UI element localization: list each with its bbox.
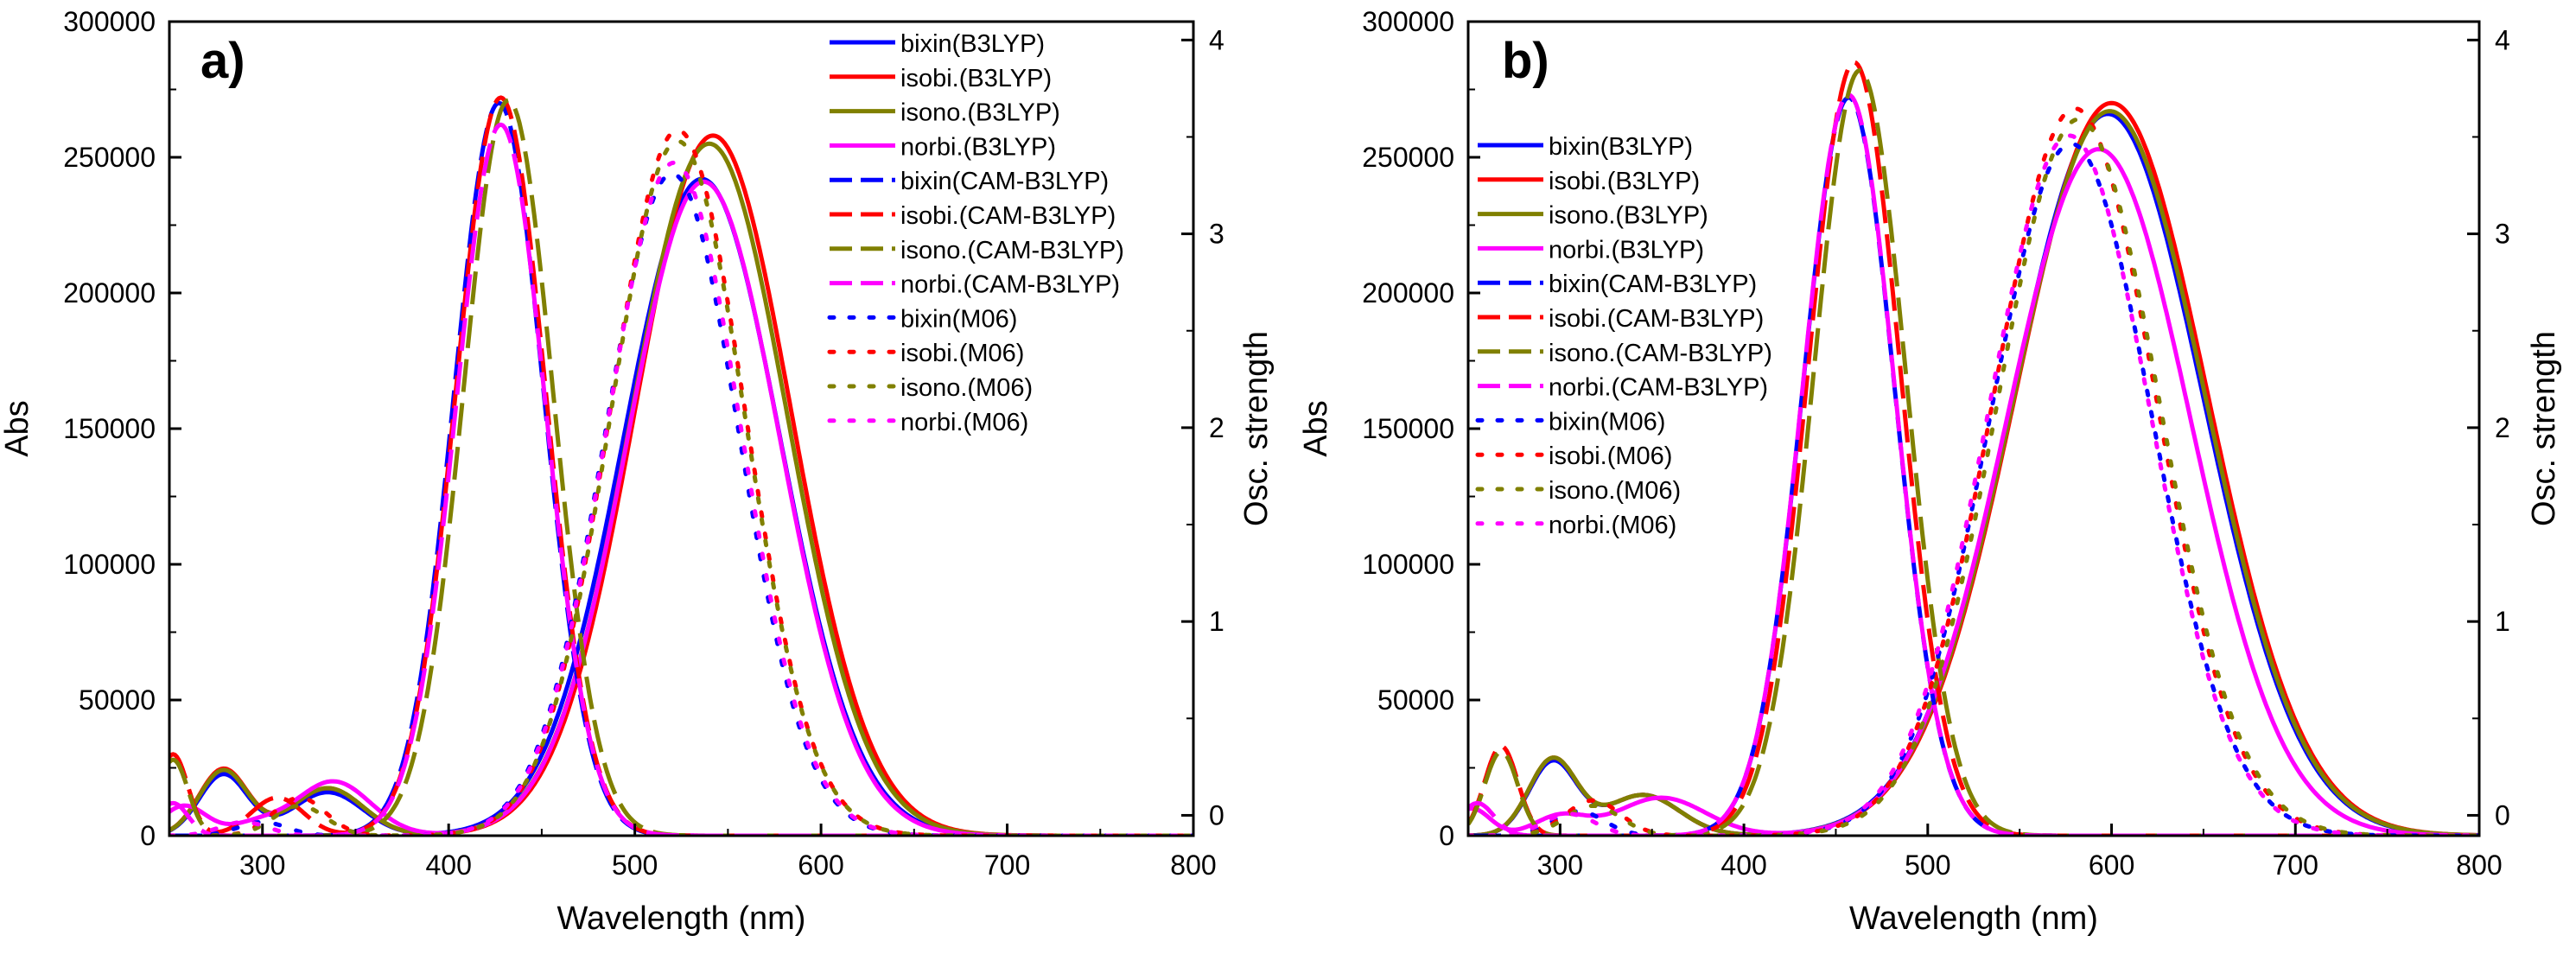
y2-tick-label: 1 xyxy=(1209,606,1224,637)
y2-tick-label: 3 xyxy=(2495,219,2510,250)
legend-label: norbi.(M06) xyxy=(1549,512,1676,539)
y2-tick-label: 0 xyxy=(2495,799,2510,830)
legend-label: norbi.(M06) xyxy=(900,409,1028,436)
y-tick-label: 150000 xyxy=(1362,413,1454,444)
series-group xyxy=(1469,60,2478,835)
series-line-norbi.(B3LYP) xyxy=(1469,147,2478,835)
x-tick-label: 300 xyxy=(1537,850,1583,881)
x-tick-label: 300 xyxy=(239,850,285,881)
legend-label: isono.(M06) xyxy=(900,374,1033,402)
y2-tick-label: 2 xyxy=(2495,412,2510,443)
legend-label: bixin(M06) xyxy=(1549,408,1665,436)
x-tick-label: 400 xyxy=(1721,850,1766,881)
legend: bixin(B3LYP) isobi.(B3LYP) isono.(B3LYP) no… xyxy=(1475,133,1772,539)
x-tick-label: 600 xyxy=(2089,850,2134,881)
x-tick-label: 600 xyxy=(798,850,843,881)
legend: bixin(B3LYP) isobi.(B3LYP) isono.(B3LYP) no… xyxy=(827,30,1124,436)
series-line-norbi.(B3LYP) xyxy=(170,179,1193,835)
x-axis-label: Wavelength (nm) xyxy=(557,900,806,937)
y-tick-label: 200000 xyxy=(1362,277,1454,309)
y-tick-label: 300000 xyxy=(1362,6,1454,37)
y-tick-label: 200000 xyxy=(63,277,156,309)
y-tick-label: 150000 xyxy=(63,413,156,444)
y-axis-label: Abs xyxy=(0,400,35,456)
y2-tick-label: 4 xyxy=(2495,24,2510,55)
y-tick-label: 0 xyxy=(140,820,156,851)
legend-label: bixin(CAM-B3LYP) xyxy=(900,168,1109,195)
legend-label: isobi.(B3LYP) xyxy=(1549,168,1700,195)
y-axis-label: Abs xyxy=(1298,400,1334,456)
legend-label: norbi.(CAM-B3LYP) xyxy=(900,271,1120,299)
y-tick-label: 50000 xyxy=(79,684,156,716)
series-line-isono.(CAM-B3LYP) xyxy=(1469,68,2478,835)
x-tick-label: 500 xyxy=(1905,850,1950,881)
y-tick-label: 100000 xyxy=(63,549,156,580)
legend-label: isobi.(B3LYP) xyxy=(900,65,1052,92)
legend-label: isobi.(M06) xyxy=(900,340,1024,367)
series-line-bixin(M06) xyxy=(170,171,1193,835)
x-tick-label: 700 xyxy=(2273,850,2318,881)
x-tick-label: 800 xyxy=(1170,850,1216,881)
y2-tick-label: 2 xyxy=(1209,412,1224,443)
legend-label: isono.(B3LYP) xyxy=(1549,202,1708,230)
y2-tick-label: 0 xyxy=(1209,799,1224,830)
legend-label: norbi.(CAM-B3LYP) xyxy=(1549,374,1768,402)
legend-label: isono.(CAM-B3LYP) xyxy=(900,237,1124,264)
y-tick-label: 50000 xyxy=(1377,684,1454,716)
legend-label: bixin(B3LYP) xyxy=(900,30,1045,58)
y2-tick-label: 1 xyxy=(2495,606,2510,637)
series-line-norbi.(CAM-B3LYP) xyxy=(1469,92,2478,835)
panel-label: a) xyxy=(200,33,245,89)
x-tick-label: 400 xyxy=(425,850,471,881)
y-tick-label: 250000 xyxy=(63,142,156,173)
legend-label: norbi.(B3LYP) xyxy=(900,133,1056,161)
panel-label: b) xyxy=(1502,33,1549,89)
legend-label: bixin(B3LYP) xyxy=(1549,133,1693,161)
panel-a: 300 400 500 600 700 800 Wavelength (nm) 0 50000 1… xyxy=(0,6,1275,937)
legend-label: norbi.(B3LYP) xyxy=(1549,236,1704,264)
x-axis-label: Wavelength (nm) xyxy=(1849,900,2098,937)
legend-label: bixin(M06) xyxy=(900,305,1017,333)
legend-label: isono.(CAM-B3LYP) xyxy=(1549,340,1772,367)
y2-tick-label: 4 xyxy=(1209,24,1224,55)
series-line-norbi.(CAM-B3LYP) xyxy=(170,122,1193,835)
y-tick-label: 300000 xyxy=(63,6,156,37)
series-line-isono.(B3LYP) xyxy=(170,141,1193,835)
legend-label: isobi.(CAM-B3LYP) xyxy=(1549,305,1764,333)
series-line-isobi.(CAM-B3LYP) xyxy=(1469,60,2478,835)
y-tick-label: 250000 xyxy=(1362,142,1454,173)
legend-label: bixin(CAM-B3LYP) xyxy=(1549,270,1757,298)
y2-tick-label: 3 xyxy=(1209,219,1224,250)
y2-axis-label: Osc. strength xyxy=(2526,331,2562,526)
y-tick-label: 0 xyxy=(1439,820,1454,851)
series-line-isono.(B3LYP) xyxy=(1469,109,2478,835)
panel-b: 300 400 500 600 700 800 Wavelength (nm) 0 50000 1… xyxy=(1298,6,2562,937)
y2-axis-label: Osc. strength xyxy=(1238,331,1275,526)
x-tick-label: 700 xyxy=(984,850,1030,881)
legend-label: isobi.(M06) xyxy=(1549,442,1672,470)
x-tick-label: 800 xyxy=(2456,850,2502,881)
legend-label: isobi.(CAM-B3LYP) xyxy=(900,202,1116,230)
legend-label: isono.(M06) xyxy=(1549,477,1681,505)
series-line-bixin(B3LYP) xyxy=(170,176,1193,835)
y-tick-label: 100000 xyxy=(1362,549,1454,580)
legend-label: isono.(B3LYP) xyxy=(900,99,1060,127)
series-line-isono.(M06) xyxy=(170,138,1193,835)
x-tick-label: 500 xyxy=(612,850,658,881)
